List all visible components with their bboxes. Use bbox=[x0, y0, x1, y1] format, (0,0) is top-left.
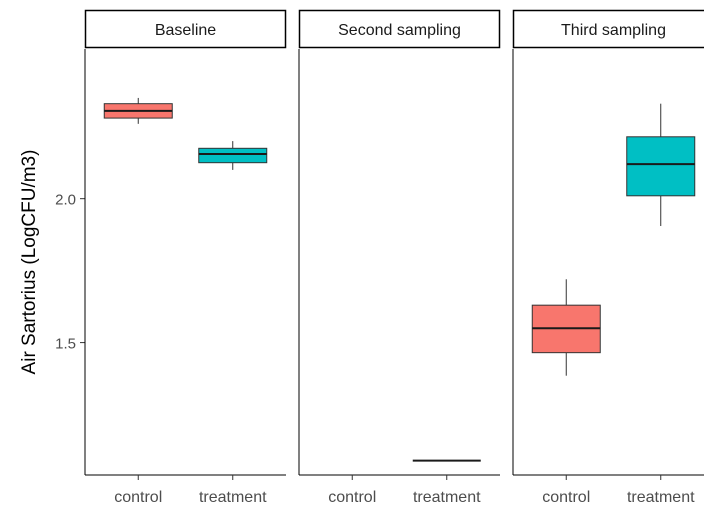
y-axis: 1.5 2.0 bbox=[55, 192, 85, 353]
x-tick-label: treatment bbox=[627, 489, 695, 506]
x-tick-label: control bbox=[542, 489, 590, 506]
facet-strip-label: Second sampling bbox=[338, 22, 461, 39]
facet-panel: Second sampling control treatment bbox=[299, 11, 500, 507]
y-tick-label: 2.0 bbox=[55, 192, 76, 209]
boxplot-control bbox=[532, 279, 600, 375]
y-tick-label: 1.5 bbox=[55, 336, 76, 353]
facet-strip-label: Baseline bbox=[155, 22, 216, 39]
boxplot-treatment bbox=[199, 141, 267, 170]
facet-panels: Baseline control treatment Second sampling c… bbox=[85, 11, 704, 507]
x-tick-label: treatment bbox=[199, 489, 267, 506]
facet-panel: Third sampling control treatment bbox=[513, 11, 704, 507]
facet-strip-label: Third sampling bbox=[561, 22, 666, 39]
boxplot-treatment bbox=[627, 104, 695, 226]
box bbox=[627, 137, 695, 196]
x-tick-label: control bbox=[328, 489, 376, 506]
x-tick-label: treatment bbox=[413, 489, 481, 506]
box bbox=[199, 148, 267, 162]
facet-panel: Baseline control treatment bbox=[85, 11, 286, 507]
y-axis-title: Air Sartorius (LogCFU/m3) bbox=[19, 150, 40, 375]
boxplot-control bbox=[104, 98, 172, 124]
x-tick-label: control bbox=[114, 489, 162, 506]
